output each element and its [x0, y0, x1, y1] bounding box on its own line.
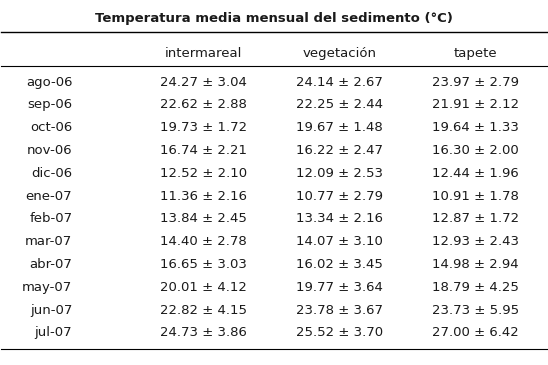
Text: 23.97 ± 2.79: 23.97 ± 2.79: [432, 76, 520, 89]
Text: 13.84 ± 2.45: 13.84 ± 2.45: [159, 212, 247, 225]
Text: 12.52 ± 2.10: 12.52 ± 2.10: [159, 167, 247, 180]
Text: feb-07: feb-07: [29, 212, 72, 225]
Text: jul-07: jul-07: [35, 326, 72, 339]
Text: 19.73 ± 1.72: 19.73 ± 1.72: [159, 121, 247, 134]
Text: 23.78 ± 3.67: 23.78 ± 3.67: [296, 304, 383, 316]
Text: nov-06: nov-06: [27, 144, 72, 157]
Text: 22.62 ± 2.88: 22.62 ± 2.88: [159, 99, 247, 111]
Text: 10.77 ± 2.79: 10.77 ± 2.79: [296, 189, 383, 203]
Text: 20.01 ± 4.12: 20.01 ± 4.12: [159, 281, 247, 294]
Text: 24.73 ± 3.86: 24.73 ± 3.86: [159, 326, 247, 339]
Text: 16.65 ± 3.03: 16.65 ± 3.03: [159, 258, 247, 271]
Text: may-07: may-07: [22, 281, 72, 294]
Text: 18.79 ± 4.25: 18.79 ± 4.25: [432, 281, 519, 294]
Text: 16.74 ± 2.21: 16.74 ± 2.21: [159, 144, 247, 157]
Text: 24.27 ± 3.04: 24.27 ± 3.04: [159, 76, 247, 89]
Text: 22.82 ± 4.15: 22.82 ± 4.15: [159, 304, 247, 316]
Text: 14.07 ± 3.10: 14.07 ± 3.10: [296, 235, 383, 248]
Text: 19.77 ± 3.64: 19.77 ± 3.64: [296, 281, 383, 294]
Text: 19.64 ± 1.33: 19.64 ± 1.33: [432, 121, 519, 134]
Text: 10.91 ± 1.78: 10.91 ± 1.78: [432, 189, 519, 203]
Text: Temperatura media mensual del sedimento (°C): Temperatura media mensual del sedimento …: [95, 12, 453, 25]
Text: 12.44 ± 1.96: 12.44 ± 1.96: [432, 167, 519, 180]
Text: ene-07: ene-07: [26, 189, 72, 203]
Text: 14.98 ± 2.94: 14.98 ± 2.94: [432, 258, 519, 271]
Text: 12.09 ± 2.53: 12.09 ± 2.53: [296, 167, 383, 180]
Text: mar-07: mar-07: [25, 235, 72, 248]
Text: 27.00 ± 6.42: 27.00 ± 6.42: [432, 326, 519, 339]
Text: 25.52 ± 3.70: 25.52 ± 3.70: [296, 326, 383, 339]
Text: sep-06: sep-06: [27, 99, 72, 111]
Text: 24.14 ± 2.67: 24.14 ± 2.67: [296, 76, 383, 89]
Text: 12.87 ± 1.72: 12.87 ± 1.72: [432, 212, 520, 225]
Text: jun-07: jun-07: [30, 304, 72, 316]
Text: 21.91 ± 2.12: 21.91 ± 2.12: [432, 99, 520, 111]
Text: 22.25 ± 2.44: 22.25 ± 2.44: [296, 99, 383, 111]
Text: abr-07: abr-07: [30, 258, 72, 271]
Text: oct-06: oct-06: [30, 121, 72, 134]
Text: 19.67 ± 1.48: 19.67 ± 1.48: [296, 121, 383, 134]
Text: 23.73 ± 5.95: 23.73 ± 5.95: [432, 304, 520, 316]
Text: tapete: tapete: [454, 47, 498, 59]
Text: 13.34 ± 2.16: 13.34 ± 2.16: [296, 212, 383, 225]
Text: 16.02 ± 3.45: 16.02 ± 3.45: [296, 258, 383, 271]
Text: 12.93 ± 2.43: 12.93 ± 2.43: [432, 235, 520, 248]
Text: intermareal: intermareal: [164, 47, 242, 59]
Text: 14.40 ± 2.78: 14.40 ± 2.78: [160, 235, 247, 248]
Text: vegetación: vegetación: [302, 47, 376, 59]
Text: 16.22 ± 2.47: 16.22 ± 2.47: [296, 144, 383, 157]
Text: dic-06: dic-06: [31, 167, 72, 180]
Text: 11.36 ± 2.16: 11.36 ± 2.16: [159, 189, 247, 203]
Text: ago-06: ago-06: [26, 76, 72, 89]
Text: 16.30 ± 2.00: 16.30 ± 2.00: [432, 144, 519, 157]
